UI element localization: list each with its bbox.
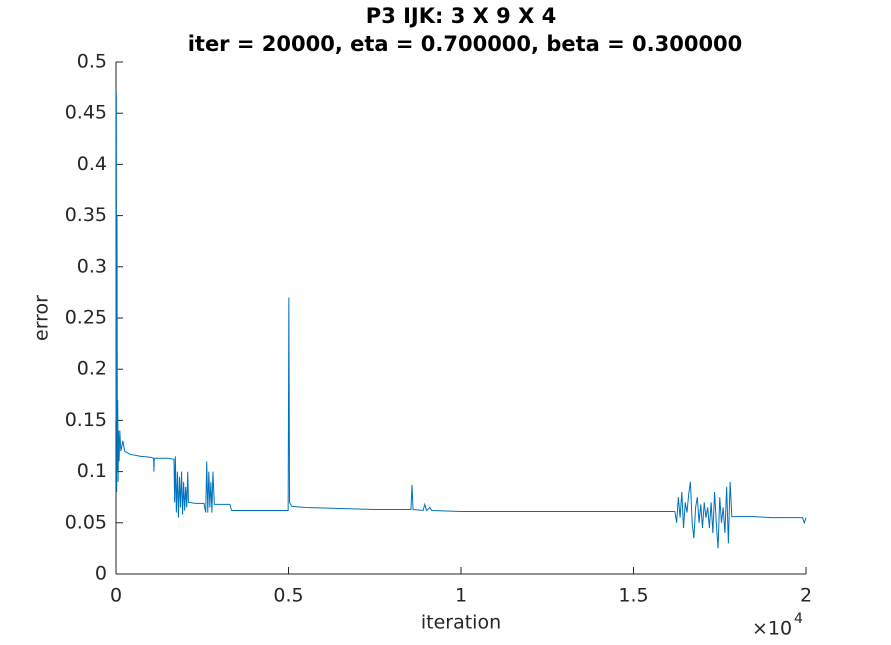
x-tick-label: 1 xyxy=(455,585,467,607)
chart-title: P3 IJK: 3 X 9 X 4 xyxy=(366,4,556,28)
x-tick-label: 0.5 xyxy=(273,585,303,607)
x-axis-label: iteration xyxy=(421,612,501,634)
x-tick-label: 1.5 xyxy=(618,585,648,607)
chart-subtitle: iter = 20000, eta = 0.700000, beta = 0.3… xyxy=(188,32,743,56)
x-multiplier: ×10 xyxy=(752,618,792,640)
y-tick-label: 0.45 xyxy=(65,102,107,124)
y-tick-label: 0.05 xyxy=(65,511,107,533)
y-tick-label: 0.4 xyxy=(77,153,107,175)
y-tick-label: 0.35 xyxy=(65,204,107,226)
y-tick-label: 0.1 xyxy=(77,460,107,482)
y-tick-label: 0.3 xyxy=(77,255,107,277)
y-axis-label: error xyxy=(31,295,53,341)
x-multiplier-exponent: 4 xyxy=(794,611,803,627)
y-tick-label: 0.5 xyxy=(77,51,107,73)
x-tick-label: 0 xyxy=(110,585,122,607)
y-tick-label: 0.15 xyxy=(65,409,107,431)
y-tick-label: 0.25 xyxy=(65,307,107,329)
data-line xyxy=(115,92,807,549)
y-tick-label: 0.2 xyxy=(77,358,107,380)
y-tick-label: 0 xyxy=(95,563,107,585)
x-tick-label: 2 xyxy=(800,585,812,607)
